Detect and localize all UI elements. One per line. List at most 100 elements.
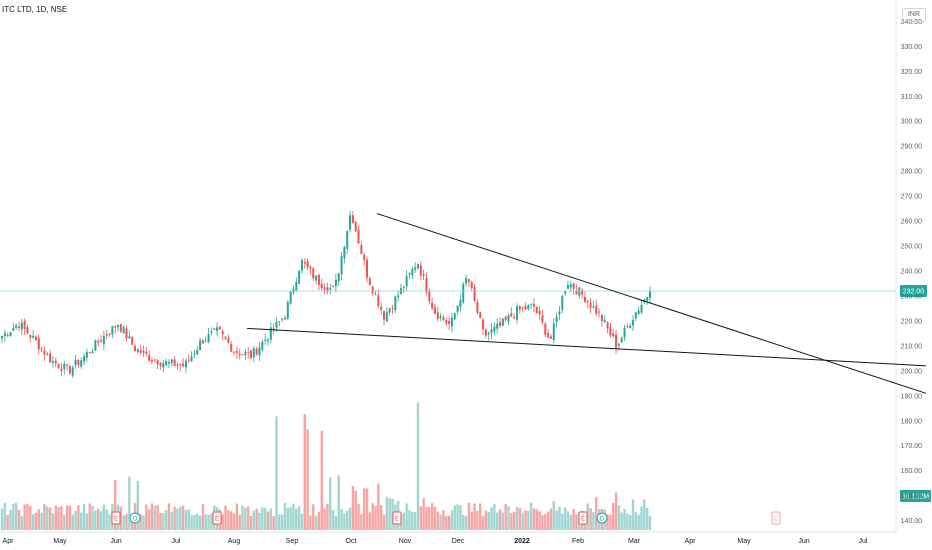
volume-bar bbox=[97, 508, 100, 530]
candle-body bbox=[482, 319, 485, 330]
candle bbox=[227, 334, 230, 344]
candle bbox=[433, 304, 436, 315]
volume-bar bbox=[167, 503, 171, 530]
price-tick-label: 200.00 bbox=[901, 368, 923, 375]
currency-badge[interactable]: INR bbox=[902, 8, 926, 22]
time-axis: Apr May Jun Jul Aug Sep Oct Nov Dec 2022 Feb Mar Apr… bbox=[3, 538, 868, 545]
candle bbox=[6, 332, 9, 337]
candle-body bbox=[634, 312, 637, 319]
candle bbox=[165, 358, 168, 367]
candle bbox=[117, 324, 120, 332]
volume-bar bbox=[447, 515, 451, 530]
candle-body bbox=[210, 331, 213, 333]
price-tick-label: 180.00 bbox=[901, 418, 923, 425]
volume-bar bbox=[614, 492, 618, 530]
price-tick-label: 320.00 bbox=[901, 69, 923, 76]
volume-bar bbox=[57, 507, 60, 530]
candle-body bbox=[349, 215, 352, 230]
candle bbox=[108, 333, 111, 337]
volume-bar bbox=[128, 476, 131, 530]
resistance-trendline bbox=[376, 213, 927, 394]
candle bbox=[340, 252, 343, 281]
volume-bar bbox=[280, 514, 284, 530]
time-tick-label: Jun bbox=[798, 538, 809, 545]
candle-body bbox=[43, 350, 46, 355]
volume-bar bbox=[405, 503, 408, 530]
volume-bar bbox=[278, 514, 281, 530]
chart-settings-corner[interactable] bbox=[896, 534, 932, 550]
price-tick-label: 140.00 bbox=[901, 518, 923, 525]
candle bbox=[462, 282, 465, 305]
candle bbox=[623, 324, 626, 341]
volume-bar bbox=[6, 514, 9, 530]
candle-body bbox=[85, 352, 88, 358]
candle bbox=[15, 323, 18, 330]
candle-body bbox=[241, 354, 244, 356]
candle-body bbox=[247, 351, 250, 353]
candle bbox=[476, 299, 479, 315]
volume-bar bbox=[272, 516, 275, 530]
earnings-marker[interactable]: E bbox=[771, 511, 781, 525]
volume-bar bbox=[65, 505, 69, 530]
candle bbox=[405, 270, 408, 291]
volume-bar bbox=[507, 506, 510, 530]
candle-body bbox=[29, 335, 32, 338]
candle-body bbox=[238, 353, 241, 356]
volume-bar bbox=[99, 511, 103, 530]
volume-bar bbox=[74, 511, 77, 530]
candle bbox=[32, 329, 35, 340]
candle bbox=[241, 354, 244, 356]
candle-body bbox=[224, 336, 227, 339]
candle-body bbox=[592, 306, 595, 308]
time-tick-label: Apr bbox=[3, 538, 15, 545]
volume-bar bbox=[595, 497, 598, 530]
candle bbox=[255, 346, 258, 356]
candle-body bbox=[448, 321, 451, 325]
candle bbox=[315, 274, 318, 285]
candle-body bbox=[558, 311, 561, 315]
candle-body bbox=[139, 350, 142, 353]
earnings-marker[interactable]: E bbox=[578, 511, 588, 525]
candle-body bbox=[366, 259, 369, 278]
candle bbox=[380, 302, 383, 316]
volume-bar bbox=[31, 514, 35, 530]
dividend-marker[interactable]: D bbox=[129, 512, 141, 524]
candle-body bbox=[15, 325, 18, 328]
volume-bar bbox=[283, 502, 287, 530]
volume-bar bbox=[589, 508, 592, 530]
earnings-marker[interactable]: E bbox=[212, 511, 222, 525]
volume-bar bbox=[9, 509, 12, 530]
volume-bar bbox=[232, 513, 236, 530]
volume-bar bbox=[575, 514, 578, 530]
candle-body bbox=[416, 264, 419, 269]
candle-body bbox=[456, 305, 459, 312]
candle-body bbox=[298, 270, 301, 284]
candle bbox=[139, 344, 142, 356]
candle-body bbox=[649, 290, 651, 299]
volume-bar bbox=[606, 514, 609, 530]
candle bbox=[119, 324, 122, 333]
earnings-marker[interactable]: E bbox=[392, 511, 402, 525]
candle bbox=[213, 327, 216, 331]
volume-bar bbox=[343, 513, 346, 530]
volume-bar bbox=[620, 512, 623, 530]
candle bbox=[357, 225, 360, 244]
volume-bar bbox=[306, 429, 309, 530]
volume-bar bbox=[532, 508, 536, 530]
earnings-marker[interactable]: E bbox=[111, 511, 121, 525]
candle-body bbox=[351, 215, 354, 224]
candle-body bbox=[207, 333, 210, 342]
candle bbox=[326, 282, 329, 295]
dividend-marker[interactable]: D bbox=[596, 512, 608, 524]
candle-body bbox=[300, 259, 303, 271]
candle bbox=[233, 351, 236, 356]
candle-body bbox=[572, 283, 575, 289]
candle bbox=[131, 336, 134, 346]
volume-bar bbox=[314, 515, 318, 530]
candle-body bbox=[315, 275, 318, 281]
candle-body bbox=[513, 317, 516, 319]
candle bbox=[649, 285, 651, 304]
price-tick-label: 310.00 bbox=[901, 94, 923, 101]
candle bbox=[91, 348, 94, 354]
